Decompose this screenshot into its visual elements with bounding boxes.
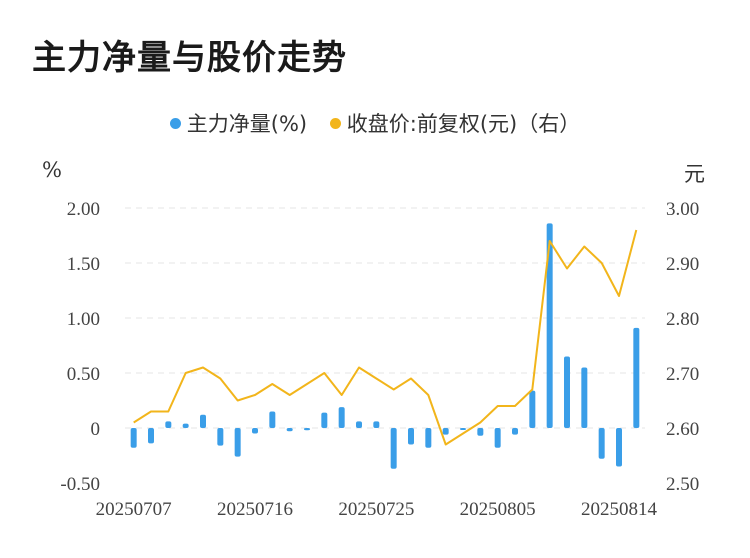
left-tick-label: 2.00 (67, 199, 100, 220)
right-tick-label: 2.70 (666, 364, 699, 385)
bar (269, 411, 276, 428)
bar (581, 367, 588, 428)
bar (165, 421, 172, 428)
left-tick-label: 0 (91, 419, 101, 440)
bar (425, 428, 432, 448)
bar (234, 428, 241, 457)
right-tick-label: 2.90 (666, 254, 699, 275)
legend-item-main-net[interactable]: 主力净量(%) (169, 108, 308, 138)
bar (494, 428, 501, 448)
bar (304, 428, 310, 431)
right-tick-label: 2.50 (666, 474, 699, 495)
bar (373, 421, 380, 428)
left-tick-label: 0.50 (67, 364, 100, 385)
x-tick-label: 20250805 (460, 499, 536, 520)
left-tick-label: 1.00 (67, 309, 100, 330)
x-tick-label: 20250814 (581, 499, 658, 520)
bar (217, 428, 224, 446)
bar (148, 428, 154, 444)
price-line (133, 229, 638, 446)
bar (182, 423, 189, 428)
bar (200, 414, 206, 428)
bar (477, 428, 484, 436)
bar (633, 327, 640, 428)
bar (529, 390, 536, 428)
left-axis-unit: % (42, 158, 62, 182)
chart-title: 主力净量与股价走势 (32, 38, 347, 78)
x-tick-label: 20250716 (217, 499, 293, 520)
right-tick-label: 2.60 (666, 419, 699, 440)
right-tick-label: 3.00 (666, 199, 699, 220)
bar (546, 223, 553, 428)
bar (338, 407, 345, 428)
legend-item-close-price[interactable]: 收盘价:前复权(元)（右） (329, 108, 581, 138)
legend: 主力净量(%) 收盘价:前复权(元)（右） (0, 108, 750, 138)
left-tick-label: 1.50 (67, 254, 100, 275)
bar (442, 428, 449, 435)
right-tick-label: 2.80 (666, 309, 699, 330)
bar (356, 421, 362, 428)
x-tick-label: 20250725 (338, 499, 414, 520)
bar (460, 428, 466, 430)
right-axis-unit: 元 (684, 162, 705, 186)
bar (286, 428, 293, 432)
bar (321, 412, 328, 428)
bar (390, 428, 397, 469)
legend-label-main-net: 主力净量(%) (186, 112, 308, 136)
bar (564, 356, 570, 428)
left-tick-label: -0.50 (60, 474, 100, 495)
x-tick-label: 20250707 (96, 499, 172, 520)
legend-label-close-price: 收盘价:前复权(元)（右） (346, 112, 581, 136)
bar (130, 428, 137, 448)
legend-dot-icon (169, 117, 181, 129)
bar (616, 428, 622, 467)
bar (408, 428, 414, 445)
bar (252, 428, 258, 434)
bar (512, 428, 518, 435)
bar (598, 428, 605, 459)
legend-dot-icon (329, 117, 341, 129)
